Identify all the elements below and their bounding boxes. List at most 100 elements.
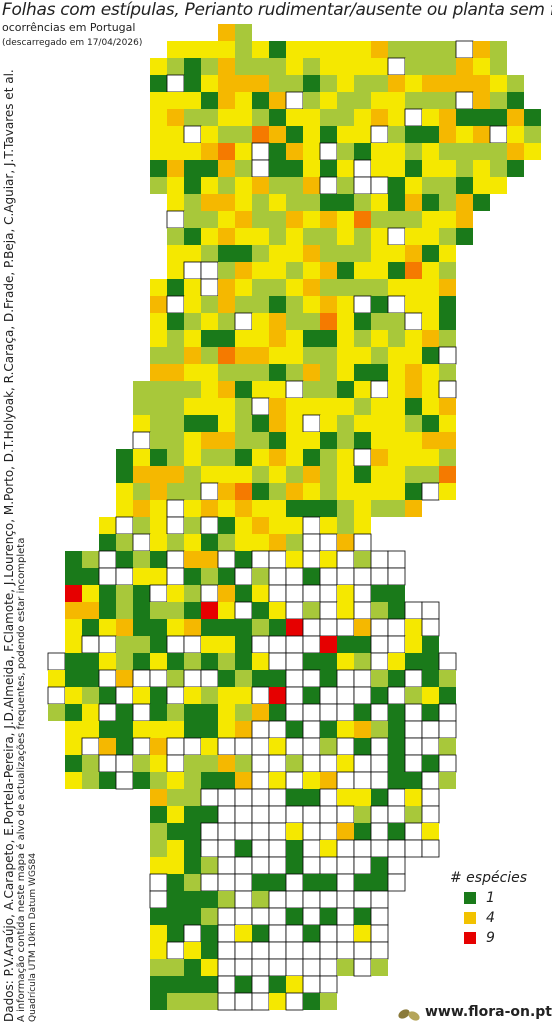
grid-cell (234, 907, 253, 926)
grid-cell (404, 839, 423, 858)
legend-swatch (464, 932, 476, 944)
site-link[interactable]: www.flora-on.pt (425, 1004, 552, 1020)
grid-cell (388, 398, 405, 415)
grid-cell (320, 330, 337, 347)
grid-cell (353, 856, 372, 875)
grid-cell (133, 483, 150, 500)
grid-cell (489, 125, 508, 144)
grid-cell (116, 670, 133, 687)
grid-cell (99, 602, 116, 619)
grid-cell (201, 449, 218, 466)
grid-cell (269, 687, 286, 704)
grid-cell (371, 194, 388, 211)
grid-cell (319, 754, 338, 773)
grid-cell (285, 873, 304, 892)
grid-cell (285, 992, 304, 1011)
grid-cell (184, 194, 201, 211)
grid-cell (150, 857, 167, 874)
grid-cell (218, 891, 235, 908)
grid-cell (234, 788, 253, 807)
grid-cell (303, 466, 320, 483)
grid-cell (184, 653, 201, 670)
grid-cell (354, 381, 371, 398)
grid-cell (269, 993, 286, 1010)
grid-cell (184, 143, 201, 160)
grid-cell (319, 601, 338, 620)
grid-cell (269, 126, 286, 143)
grid-cell (473, 194, 490, 211)
grid-cell (235, 58, 252, 75)
grid-cell (252, 449, 269, 466)
grid-cell (184, 517, 201, 534)
grid-cell (336, 669, 355, 688)
grid-cell (252, 347, 269, 364)
grid-cell (252, 41, 269, 58)
grid-cell (252, 585, 269, 602)
grid-cell (354, 500, 371, 517)
grid-cell (303, 58, 320, 75)
grid-cell (285, 771, 304, 790)
grid-cell (336, 941, 355, 960)
grid-cell (303, 109, 320, 126)
grid-cell (269, 92, 286, 109)
grid-cell (438, 346, 457, 365)
grid-cell (184, 92, 201, 109)
grid-cell (337, 959, 354, 976)
grid-cell (354, 517, 371, 534)
grid-cell (218, 58, 235, 75)
grid-cell (405, 806, 422, 823)
grid-cell (167, 92, 184, 109)
grid-cell (320, 41, 337, 58)
grid-cell (371, 296, 388, 313)
grid-cell (387, 805, 406, 824)
grid-cell (150, 466, 167, 483)
grid-cell (439, 398, 456, 415)
grid-cell (388, 449, 405, 466)
grid-cell (387, 856, 406, 875)
grid-cell (251, 992, 270, 1011)
grid-cell (336, 873, 355, 892)
grid-cell (439, 466, 456, 483)
grid-cell (201, 126, 218, 143)
grid-cell (218, 483, 235, 500)
grid-cell (388, 330, 405, 347)
grid-cell (65, 772, 82, 789)
grid-cell (268, 856, 287, 875)
grid-cell (268, 754, 287, 773)
grid-cell (133, 517, 150, 534)
grid-cell (422, 381, 439, 398)
grid-cell (337, 602, 354, 619)
grid-cell (167, 653, 184, 670)
grid-cell (150, 942, 167, 959)
grid-cell (286, 211, 303, 228)
grid-cell (353, 754, 372, 773)
grid-cell (302, 839, 321, 858)
grid-cell (337, 177, 354, 194)
grid-cell (422, 755, 439, 772)
grid-cell (353, 669, 372, 688)
grid-cell (405, 789, 422, 806)
grid-cell (82, 585, 99, 602)
grid-cell (353, 686, 372, 705)
grid-cell (116, 551, 133, 568)
grid-cell (371, 415, 388, 432)
grid-cell (490, 41, 507, 58)
grid-cell (201, 228, 218, 245)
grid-cell (269, 874, 286, 891)
grid-cell (405, 228, 422, 245)
grid-cell (65, 619, 82, 636)
grid-cell (337, 211, 354, 228)
grid-cell (303, 126, 320, 143)
grid-cell (354, 619, 371, 636)
grid-cell (456, 126, 473, 143)
grid-cell (320, 347, 337, 364)
grid-cell (99, 687, 116, 704)
grid-cell (166, 635, 185, 654)
grid-cell (116, 721, 133, 738)
grid-cell (336, 737, 355, 756)
grid-cell (422, 823, 439, 840)
grid-cell (184, 177, 201, 194)
grid-cell (337, 823, 354, 840)
grid-cell (302, 516, 321, 535)
grid-cell (167, 466, 184, 483)
